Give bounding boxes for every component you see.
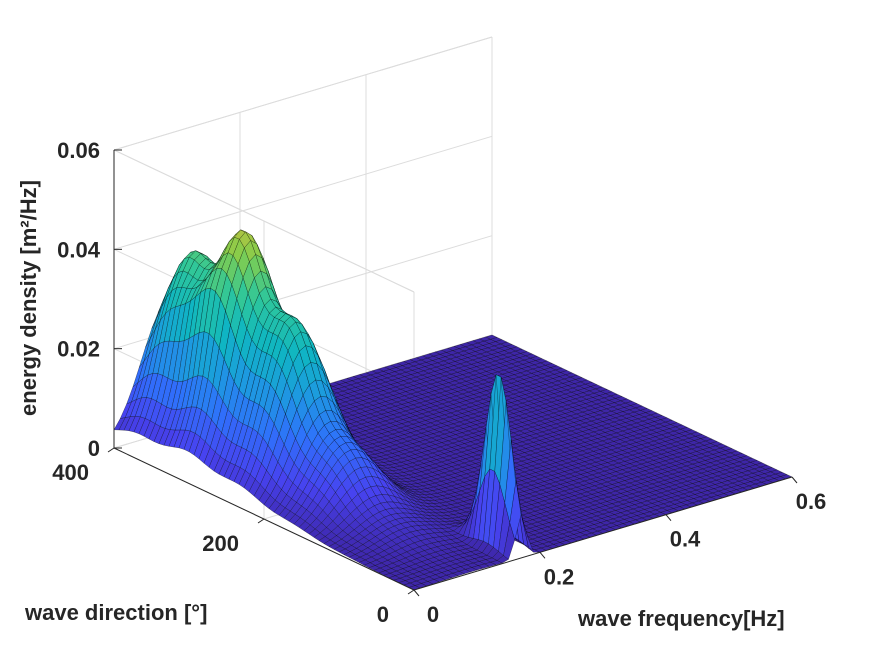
x-tick-label: 0.4 bbox=[670, 527, 701, 552]
x-tick-label: 0.6 bbox=[796, 489, 827, 514]
x-tick bbox=[791, 476, 798, 484]
y-tick bbox=[257, 518, 265, 524]
x-tick bbox=[665, 514, 672, 521]
y-tick-label: 0 bbox=[377, 602, 389, 627]
x-tick bbox=[539, 552, 546, 559]
x-tick-label: 0 bbox=[427, 602, 439, 627]
z-axis-label: energy density [m²/Hz] bbox=[16, 180, 41, 416]
y-axis-label: wave direction [°] bbox=[24, 600, 207, 625]
z-tick-label: 0.02 bbox=[57, 337, 100, 362]
axis-frame bbox=[107, 149, 798, 597]
gridline bbox=[113, 135, 493, 250]
z-tick-label: 0.06 bbox=[57, 138, 100, 163]
y-tick-label: 200 bbox=[202, 531, 239, 556]
z-tick-label: 0.04 bbox=[57, 237, 101, 262]
x-tick-label: 0.2 bbox=[544, 564, 575, 589]
x-axis-line bbox=[413, 476, 793, 591]
x-tick bbox=[413, 589, 420, 597]
y-tick bbox=[107, 447, 115, 453]
box-edge bbox=[113, 149, 415, 293]
z-tick-label: 0 bbox=[88, 436, 100, 461]
box-edge bbox=[113, 36, 493, 151]
y-tick-label: 400 bbox=[52, 460, 89, 485]
y-tick bbox=[407, 589, 415, 595]
x-axis-label: wave frequency[Hz] bbox=[577, 606, 785, 631]
energy-surface bbox=[113, 229, 793, 590]
